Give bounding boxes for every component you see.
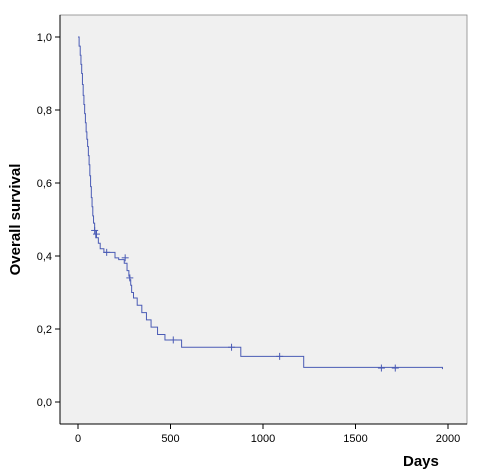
censor-mark-1 — [93, 230, 100, 238]
censor-mark-7 — [276, 352, 284, 360]
censor-mark-3 — [121, 254, 129, 262]
x-axis-title: Days — [403, 453, 439, 470]
censor-mark-4 — [126, 274, 134, 282]
censor-mark-9 — [391, 364, 399, 372]
x-tick-label-3: 1500 — [343, 433, 367, 445]
x-tick-label-2: 1000 — [251, 433, 275, 445]
x-axis: 0 500 1000 1500 2000 — [60, 423, 467, 445]
y-axis: 0,0 0,2 0,4 0,6 0,8 1,0 — [37, 15, 61, 424]
censor-marks — [91, 226, 399, 372]
censor-mark-2 — [103, 248, 111, 256]
y-tick-label-5: 1,0 — [37, 32, 52, 44]
y-tick-label-4: 0,8 — [37, 105, 52, 117]
x-tick-label-0: 0 — [75, 433, 81, 445]
series-line-survival — [78, 36, 443, 370]
x-tick-label-4: 2000 — [436, 433, 460, 445]
censor-mark-5 — [169, 336, 177, 344]
censor-mark-6 — [228, 343, 236, 351]
x-tick-label-1: 500 — [161, 433, 179, 445]
y-tick-label-1: 0,2 — [37, 324, 52, 336]
censor-mark-0 — [91, 226, 99, 234]
y-tick-label-2: 0,4 — [37, 251, 52, 263]
plot-background — [59, 14, 468, 425]
y-tick-label-0: 0,0 — [37, 397, 52, 409]
y-tick-label-3: 0,6 — [37, 178, 52, 190]
y-axis-title: Overall survival — [7, 164, 24, 276]
censor-mark-8 — [377, 364, 385, 372]
